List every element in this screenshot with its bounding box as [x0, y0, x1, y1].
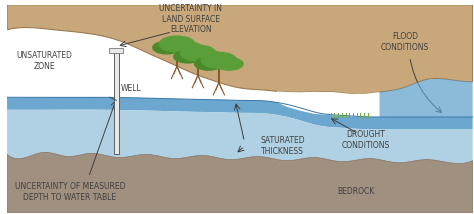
Text: SATURATED
THICKNESS: SATURATED THICKNESS	[261, 136, 305, 156]
Text: UNCERTAINTY IN
LAND SURFACE
ELEVATION: UNCERTAINTY IN LAND SURFACE ELEVATION	[159, 4, 222, 34]
Circle shape	[180, 45, 216, 61]
Text: UNSATURATED
ZONE: UNSATURATED ZONE	[17, 51, 72, 71]
Circle shape	[173, 51, 201, 63]
Polygon shape	[7, 5, 473, 94]
Polygon shape	[277, 91, 380, 117]
Bar	[109, 48, 123, 53]
Text: UNCERTAINTY OF MEASURED
DEPTH TO WATER TABLE: UNCERTAINTY OF MEASURED DEPTH TO WATER T…	[15, 182, 125, 202]
Text: WELL: WELL	[121, 85, 142, 94]
Circle shape	[153, 42, 181, 54]
Circle shape	[194, 51, 222, 63]
Polygon shape	[7, 152, 473, 213]
Text: DROUGHT
CONDITIONS: DROUGHT CONDITIONS	[341, 130, 390, 150]
Circle shape	[215, 58, 243, 70]
Circle shape	[195, 58, 223, 70]
Circle shape	[173, 42, 201, 54]
Circle shape	[159, 36, 195, 52]
Circle shape	[201, 52, 237, 68]
Bar	[114, 51, 119, 155]
Polygon shape	[380, 79, 473, 117]
Polygon shape	[7, 97, 473, 129]
Text: FLOOD
CONDITIONS: FLOOD CONDITIONS	[381, 33, 429, 52]
Polygon shape	[7, 110, 473, 163]
Text: BEDROCK: BEDROCK	[337, 187, 375, 196]
